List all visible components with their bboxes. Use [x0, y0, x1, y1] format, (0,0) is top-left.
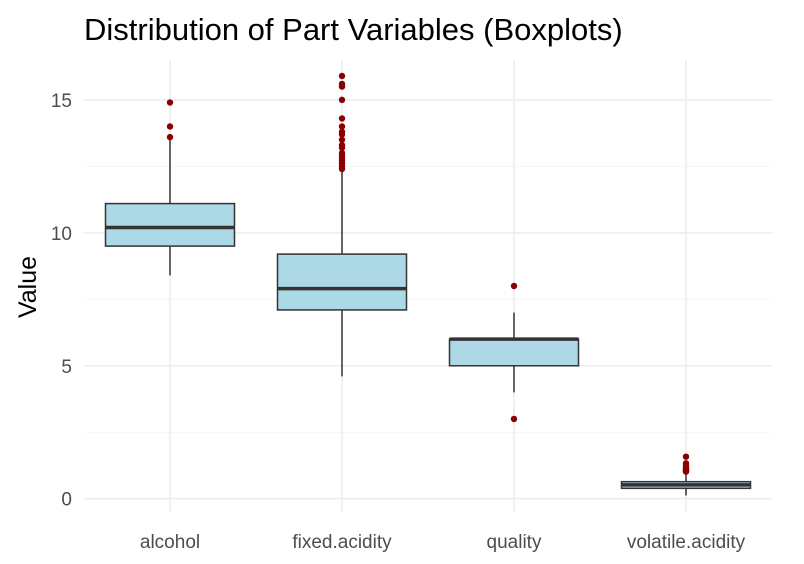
outlier-point: [510, 415, 518, 423]
outlier-point: [338, 149, 346, 157]
box-quality: [448, 282, 580, 423]
outlier-point: [166, 123, 174, 130]
box-iqr: [448, 338, 580, 367]
outlier-point: [338, 123, 346, 130]
box-iqr: [276, 253, 408, 311]
outlier-point: [166, 99, 174, 106]
outlier-point: [338, 136, 346, 143]
boxes: [104, 72, 752, 496]
y-tick-label: 15: [51, 91, 72, 112]
x-tick-label: quality: [487, 532, 542, 553]
outlier-point: [510, 282, 518, 290]
box-alcohol: [104, 99, 236, 276]
chart-title: Distribution of Part Variables (Boxplots…: [84, 12, 623, 47]
outlier-point: [682, 460, 690, 467]
x-tick-label: volatile.acidity: [627, 532, 746, 553]
y-tick-label: 5: [61, 357, 72, 378]
outlier-point: [166, 133, 174, 141]
outlier-point: [338, 141, 346, 149]
outlier-point: [682, 453, 690, 460]
y-axis-title: Value: [14, 256, 42, 318]
grid: [84, 60, 772, 512]
box-fixed.acidity: [276, 72, 408, 377]
box-iqr: [104, 202, 236, 247]
y-tick-label: 10: [51, 224, 72, 245]
outlier-point: [338, 96, 346, 104]
tick-labels: 0 5 10 15 alcohol fixed.acidity quality volatil…: [51, 91, 746, 553]
x-tick-label: alcohol: [140, 532, 200, 553]
outlier-point: [338, 128, 346, 135]
outlier-point: [338, 80, 346, 88]
x-tick-label: fixed.acidity: [292, 532, 392, 553]
box-volatile.acidity: [620, 453, 752, 496]
outlier-point: [338, 72, 346, 80]
outlier-point: [338, 115, 346, 122]
y-tick-label: 0: [61, 490, 72, 511]
